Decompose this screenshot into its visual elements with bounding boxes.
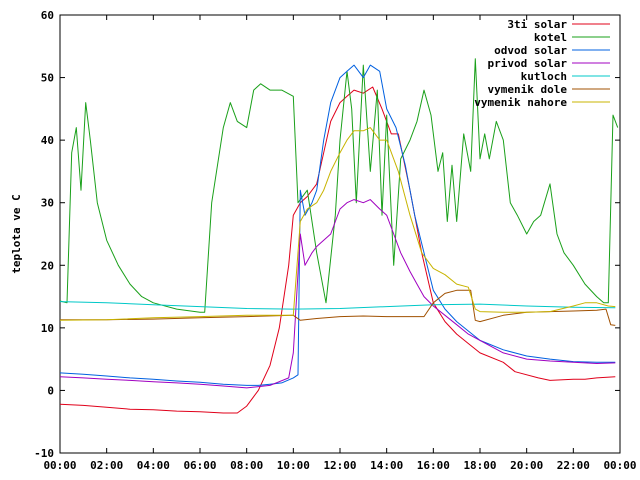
y-tick-label: 20 <box>41 259 54 272</box>
legend-label: 3ti solar <box>507 18 567 31</box>
y-tick-label: 0 <box>47 384 54 397</box>
y-tick-label: 40 <box>41 134 54 147</box>
x-tick-label: 02:00 <box>90 459 123 472</box>
y-tick-label: 10 <box>41 322 54 335</box>
y-tick-label: 60 <box>41 9 54 22</box>
x-tick-label: 00:00 <box>603 459 636 472</box>
series-line-2 <box>59 64 616 386</box>
series-line-3 <box>59 199 616 389</box>
series-line-0 <box>59 86 616 414</box>
x-tick-label: 20:00 <box>510 459 543 472</box>
y-axis-label: teplota ve C <box>10 194 23 273</box>
y-tick-label: -10 <box>34 447 54 460</box>
x-tick-label: 08:00 <box>230 459 263 472</box>
series-line-1 <box>59 58 619 313</box>
legend-label: vymenik nahore <box>474 96 567 109</box>
x-tick-label: 00:00 <box>43 459 76 472</box>
x-tick-label: 12:00 <box>323 459 356 472</box>
x-tick-label: 22:00 <box>557 459 590 472</box>
legend-label: privod solar <box>488 57 568 70</box>
x-tick-label: 04:00 <box>137 459 170 472</box>
legend-label: odvod solar <box>494 44 567 57</box>
series-line-5 <box>60 289 616 326</box>
series-line-6 <box>59 127 616 321</box>
axis-ticks: -10 0 10 20 30 40 50 60 00:00 02:00 04:00 06:00 08:0… <box>34 9 636 472</box>
legend-label: vymenik dole <box>488 83 568 96</box>
series-line-4 <box>59 301 616 310</box>
y-tick-label: 30 <box>41 197 54 210</box>
y-tick-label: 50 <box>41 72 54 85</box>
legend-label: kotel <box>534 31 567 44</box>
x-tick-label: 10:00 <box>277 459 310 472</box>
x-tick-label: 14:00 <box>370 459 403 472</box>
legend-label: kutloch <box>521 70 567 83</box>
x-tick-label: 16:00 <box>417 459 450 472</box>
x-tick-label: 06:00 <box>183 459 216 472</box>
series-lines <box>59 58 619 414</box>
x-tick-label: 18:00 <box>463 459 496 472</box>
